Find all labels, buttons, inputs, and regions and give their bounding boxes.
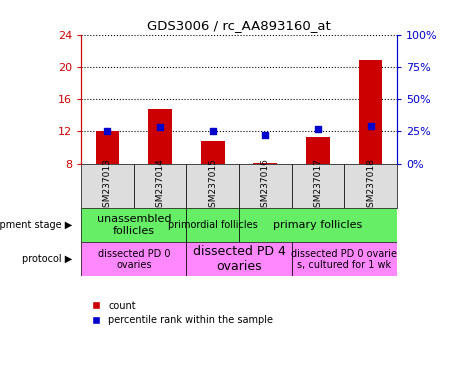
FancyBboxPatch shape [239,208,397,242]
Text: GSM237015: GSM237015 [208,158,217,213]
FancyBboxPatch shape [344,164,397,208]
Legend: count, percentile rank within the sample: count, percentile rank within the sample [86,301,273,325]
Point [314,126,322,132]
FancyBboxPatch shape [134,164,186,208]
Text: GSM237014: GSM237014 [156,158,165,213]
Text: development stage ▶: development stage ▶ [0,220,72,230]
Text: primary follicles: primary follicles [273,220,363,230]
Text: primordial follicles: primordial follicles [168,220,258,230]
Text: GSM237018: GSM237018 [366,158,375,213]
FancyBboxPatch shape [292,164,344,208]
Title: GDS3006 / rc_AA893160_at: GDS3006 / rc_AA893160_at [147,19,331,32]
Bar [306,137,330,164]
Bar [96,131,120,164]
Point [367,123,374,129]
FancyBboxPatch shape [81,242,186,276]
FancyBboxPatch shape [81,164,134,208]
Text: GSM237013: GSM237013 [103,158,112,213]
Point [156,124,164,131]
Bar [253,163,277,164]
FancyBboxPatch shape [186,242,292,276]
FancyBboxPatch shape [186,208,239,242]
Text: dissected PD 0
ovaries: dissected PD 0 ovaries [97,248,170,270]
Bar [359,60,382,164]
FancyBboxPatch shape [81,208,186,242]
Point [209,128,216,134]
Text: protocol ▶: protocol ▶ [22,254,72,264]
FancyBboxPatch shape [292,242,397,276]
Point [262,132,269,138]
Text: GSM237017: GSM237017 [313,158,322,213]
FancyBboxPatch shape [186,164,239,208]
Text: GSM237016: GSM237016 [261,158,270,213]
Bar [148,109,172,164]
Text: unassembled
follicles: unassembled follicles [97,214,171,236]
Text: dissected PD 0 ovarie
s, cultured for 1 wk: dissected PD 0 ovarie s, cultured for 1 … [291,248,397,270]
Point [104,128,111,134]
Bar [201,141,225,164]
Text: dissected PD 4
ovaries: dissected PD 4 ovaries [193,245,285,273]
FancyBboxPatch shape [239,164,292,208]
